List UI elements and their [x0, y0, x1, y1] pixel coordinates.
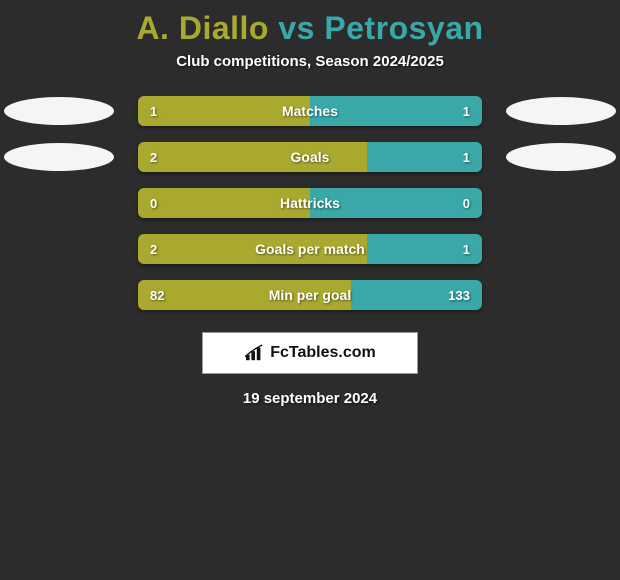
stat-value-a: 0 [150, 188, 157, 218]
stats-comparison: 11Matches21Goals00Hattricks21Goals per m… [0, 88, 620, 318]
stat-value-a: 2 [150, 234, 157, 264]
stat-bar: 82133Min per goal [138, 280, 482, 310]
player-a-ellipse [4, 143, 114, 171]
bar-segment-a [138, 142, 367, 172]
bar-segment-b [310, 188, 482, 218]
vs-separator: vs [269, 10, 324, 46]
stat-row: 21Goals per match [0, 226, 620, 272]
stat-value-b: 1 [463, 234, 470, 264]
badge-text: FcTables.com [270, 344, 376, 362]
stat-row: 21Goals [0, 134, 620, 180]
player-b-ellipse [506, 143, 616, 171]
page-title: A. Diallo vs Petrosyan [0, 0, 620, 53]
stat-row: 82133Min per goal [0, 272, 620, 318]
stat-bar: 21Goals [138, 142, 482, 172]
bar-chart-icon [244, 344, 266, 362]
stat-value-b: 1 [463, 142, 470, 172]
stat-row: 00Hattricks [0, 180, 620, 226]
stat-value-b: 133 [448, 280, 470, 310]
bar-segment-b [310, 96, 482, 126]
stat-value-a: 1 [150, 96, 157, 126]
stat-value-a: 2 [150, 142, 157, 172]
stat-bar: 11Matches [138, 96, 482, 126]
stat-value-b: 0 [463, 188, 470, 218]
player-b-name: Petrosyan [324, 10, 483, 46]
stat-bar: 00Hattricks [138, 188, 482, 218]
stat-bar: 21Goals per match [138, 234, 482, 264]
stat-value-a: 82 [150, 280, 164, 310]
bar-segment-a [138, 234, 367, 264]
player-a-ellipse [4, 97, 114, 125]
bar-segment-a [138, 188, 310, 218]
player-a-name: A. Diallo [136, 10, 269, 46]
bar-segment-a [138, 96, 310, 126]
stat-value-b: 1 [463, 96, 470, 126]
player-b-ellipse [506, 97, 616, 125]
source-badge[interactable]: FcTables.com [202, 332, 418, 374]
subtitle: Club competitions, Season 2024/2025 [0, 53, 620, 88]
stat-row: 11Matches [0, 88, 620, 134]
bar-segment-a [138, 280, 351, 310]
date-text: 19 september 2024 [0, 390, 620, 407]
